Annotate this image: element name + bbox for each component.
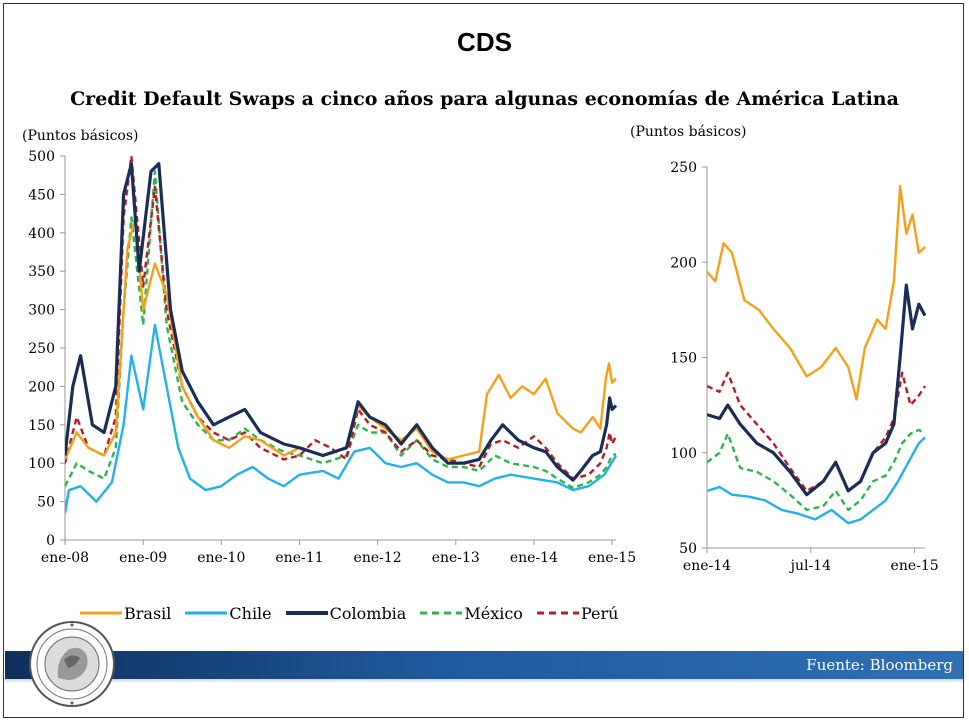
series-line-mexico — [707, 428, 926, 512]
x-tick-label: ene-14 — [510, 550, 558, 566]
x-tick-label: ene-15 — [588, 550, 636, 566]
left-line-chart: 0 50 100 150 200 250 300 350 400 450 500 ene-08 ene-… — [28, 149, 636, 566]
legend-swatch-mexico-icon — [420, 611, 463, 615]
left-chart-unit-label: (Puntos básicos) — [22, 128, 139, 144]
y-tick-label: 250 — [28, 341, 55, 357]
legend-swatch-colombia-icon — [285, 611, 328, 615]
series-layer — [707, 184, 927, 525]
y-tick-label: 150 — [28, 418, 55, 434]
y-tick-label: 500 — [28, 149, 55, 165]
series-layer — [65, 156, 618, 514]
legend-label-peru: Perú — [580, 603, 619, 623]
series-line-brasil — [707, 184, 926, 401]
legend-item-mexico: México — [420, 604, 523, 623]
legend-label-brasil: Brasil — [124, 603, 172, 623]
x-tick-label: ene-10 — [197, 550, 245, 566]
series-line-colombia — [65, 162, 618, 482]
x-tick-label: ene-12 — [354, 550, 402, 566]
right-chart-unit-label: (Puntos básicos) — [630, 124, 747, 140]
slide-frame — [3, 3, 964, 718]
series-line-chile — [707, 436, 926, 525]
series-line-colombia — [707, 283, 927, 497]
legend-label-colombia: Colombia — [329, 603, 407, 623]
y-tick-label: 200 — [28, 379, 55, 395]
legend: Brasil Chile Colombia México Perú — [80, 603, 632, 623]
y-tick-label: 450 — [28, 187, 55, 203]
source-label: Fuente: Bloomberg — [806, 656, 953, 674]
y-tick-label: 200 — [670, 255, 697, 271]
series-line-mexico — [65, 170, 617, 489]
y-tick-label: 300 — [28, 303, 55, 319]
series-line-peru — [707, 371, 927, 493]
central-bank-seal-icon — [29, 621, 115, 707]
y-tick-label: 250 — [670, 160, 697, 176]
legend-label-chile: Chile — [229, 603, 272, 623]
series-line-brasil — [65, 216, 617, 461]
legend-item-brasil: Brasil — [80, 604, 171, 623]
legend-swatch-brasil-icon — [80, 611, 122, 615]
x-tick-label: ene-13 — [432, 550, 480, 566]
x-tick-label: ene-09 — [119, 550, 167, 566]
y-tick-label: 100 — [28, 456, 55, 472]
chart-title: Credit Default Swaps a cinco años para a… — [70, 88, 899, 110]
y-tick-label: 50 — [37, 495, 55, 511]
y-tick-label: 150 — [670, 351, 697, 367]
legend-item-colombia: Colombia — [285, 603, 407, 623]
y-tick-label: 350 — [28, 264, 55, 280]
y-tick-label: 100 — [670, 446, 697, 462]
y-tick-label: 50 — [679, 541, 697, 557]
x-tick-label: ene-08 — [41, 550, 89, 566]
legend-swatch-peru-icon — [536, 611, 579, 615]
x-tick-label: ene-11 — [275, 550, 323, 566]
right-line-chart: 50 100 150 200 250 ene-14 jul-14 ene-15 — [670, 160, 939, 574]
footer-bar: Fuente: Bloomberg — [5, 651, 963, 679]
y-tick-label: 0 — [46, 533, 55, 549]
legend-label-mexico: México — [464, 603, 523, 623]
series-line-peru — [65, 156, 618, 480]
legend-item-chile: Chile — [185, 603, 272, 623]
footer-shadow — [5, 679, 963, 683]
x-tick-label: jul-14 — [789, 558, 831, 574]
series-line-chile — [65, 323, 618, 514]
x-tick-label: ene-15 — [891, 558, 939, 574]
legend-swatch-chile-icon — [185, 611, 228, 615]
slide-title: CDS — [457, 27, 512, 57]
legend-item-peru: Perú — [536, 603, 619, 623]
y-tick-label: 400 — [28, 226, 55, 242]
x-tick-label: ene-14 — [683, 558, 731, 574]
